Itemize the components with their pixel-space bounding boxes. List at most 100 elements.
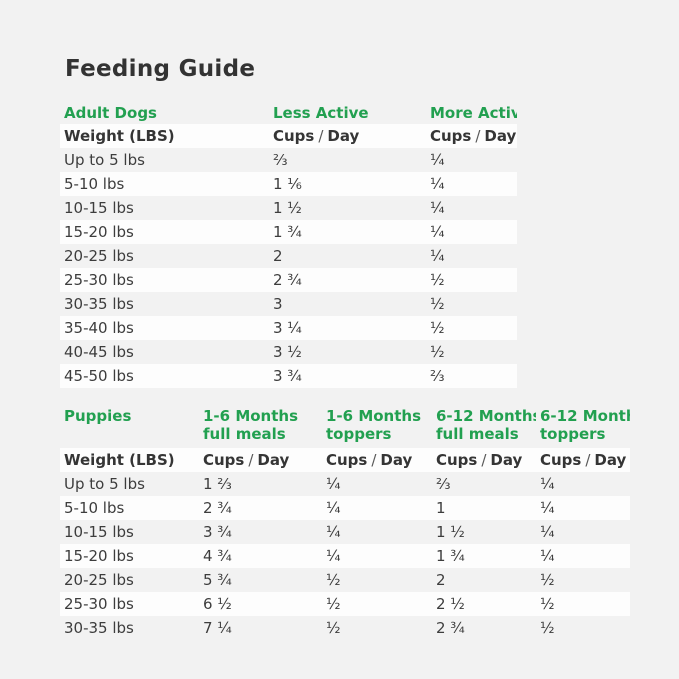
col-header-line1: 6-12 Months [540, 407, 630, 425]
weight-lbs-header: Weight (LBS) [64, 127, 175, 145]
cups-label: Cups [540, 451, 582, 469]
less-active-cell: 1 ¾ [273, 223, 302, 241]
table-row: 30-35 lbs 7 ¼ ½ 2 ¾ ½ [60, 616, 630, 640]
full-meals-1-6-cell: 7 ¼ [203, 619, 232, 637]
table-row: 10-15 lbs 1 ½ ¼ [60, 196, 517, 220]
full-meals-1-6-cell: 6 ½ [203, 595, 232, 613]
weight-cell: 30-35 lbs [64, 619, 134, 637]
more-active-cell: ¼ [430, 247, 445, 265]
col-header-line1: 1-6 Months [203, 407, 299, 425]
slash-separator: / [248, 451, 254, 469]
weight-cell: 5-10 lbs [64, 499, 125, 517]
weight-cell: Up to 5 lbs [64, 475, 145, 493]
day-label: Day [484, 127, 517, 145]
table-row: Up to 5 lbs ⅔ ¼ [60, 148, 517, 172]
full-meals-1-6-cell: 2 ¾ [203, 499, 232, 517]
cups-day-header: Cups / Day [199, 448, 322, 472]
slash-separator: / [318, 127, 324, 145]
less-active-cell: 2 ¾ [273, 271, 302, 289]
cups-label: Cups [273, 127, 315, 145]
col-header-1-6-months-toppers: 1-6 Months toppers [322, 407, 432, 443]
weight-cell: 20-25 lbs [64, 247, 134, 265]
day-label: Day [594, 451, 627, 469]
full-meals-6-12-cell: ⅔ [436, 475, 451, 493]
cups-day-header: Cups / Day [432, 448, 536, 472]
puppies-table: Puppies 1-6 Months full meals 1-6 Months… [60, 407, 679, 640]
table-row: 45-50 lbs 3 ¾ ⅔ [60, 364, 517, 388]
weight-cell: 15-20 lbs [64, 223, 134, 241]
table-row: Up to 5 lbs 1 ⅔ ¼ ⅔ ¼ [60, 472, 630, 496]
full-meals-1-6-cell: 4 ¾ [203, 547, 232, 565]
full-meals-6-12-cell: 2 ½ [436, 595, 465, 613]
full-meals-1-6-cell: 5 ¾ [203, 571, 232, 589]
less-active-cell: 1 ⅙ [273, 175, 302, 193]
full-meals-1-6-cell: 1 ⅔ [203, 475, 232, 493]
cups-day-header: Cups / Day [269, 124, 426, 148]
less-active-cell: 2 [273, 247, 283, 265]
weight-cell: Up to 5 lbs [64, 151, 145, 169]
toppers-6-12-cell: ¼ [540, 499, 555, 517]
puppy-subheader-row: Weight (LBS) Cups / Day Cups / Day Cups / Day … [60, 448, 630, 472]
section-title-puppies: Puppies [64, 407, 132, 425]
day-label: Day [257, 451, 290, 469]
more-active-cell: ¼ [430, 199, 445, 217]
cups-label: Cups [430, 127, 472, 145]
table-row: 40-45 lbs 3 ½ ½ [60, 340, 517, 364]
weight-cell: 25-30 lbs [64, 595, 134, 613]
more-active-cell: ¼ [430, 223, 445, 241]
col-header-line2: toppers [326, 425, 392, 443]
table-row: 5-10 lbs 1 ⅙ ¼ [60, 172, 517, 196]
adult-dogs-table: Adult Dogs Less Active More Active Weigh… [60, 102, 679, 388]
more-active-cell: ½ [430, 295, 445, 313]
toppers-6-12-cell: ¼ [540, 475, 555, 493]
toppers-6-12-cell: ½ [540, 619, 555, 637]
slash-separator: / [475, 127, 481, 145]
col-header-more-active: More Active [430, 104, 517, 122]
toppers-1-6-cell: ½ [326, 595, 341, 613]
col-header-line2: full meals [436, 425, 519, 443]
less-active-cell: 1 ½ [273, 199, 302, 217]
cups-label: Cups [436, 451, 478, 469]
full-meals-1-6-cell: 3 ¾ [203, 523, 232, 541]
table-row: 30-35 lbs 3 ½ [60, 292, 517, 316]
more-active-cell: ½ [430, 271, 445, 289]
adult-subheader-row: Weight (LBS) Cups / Day Cups / Day [60, 124, 517, 148]
table-row: 20-25 lbs 2 ¼ [60, 244, 517, 268]
table-row: 25-30 lbs 2 ¾ ½ [60, 268, 517, 292]
slash-separator: / [371, 451, 377, 469]
toppers-6-12-cell: ½ [540, 595, 555, 613]
day-label: Day [380, 451, 413, 469]
table-row: 25-30 lbs 6 ½ ½ 2 ½ ½ [60, 592, 630, 616]
slash-separator: / [481, 451, 487, 469]
weight-cell: 45-50 lbs [64, 367, 134, 385]
more-active-cell: ⅔ [430, 367, 445, 385]
full-meals-6-12-cell: 1 ¾ [436, 547, 465, 565]
less-active-cell: 3 [273, 295, 283, 313]
col-header-line1: 1-6 Months [326, 407, 422, 425]
full-meals-6-12-cell: 2 ¾ [436, 619, 465, 637]
less-active-cell: 3 ½ [273, 343, 302, 361]
col-header-less-active: Less Active [273, 104, 369, 122]
page-title: Feeding Guide [65, 56, 256, 82]
toppers-1-6-cell: ½ [326, 619, 341, 637]
weight-cell: 20-25 lbs [64, 571, 134, 589]
more-active-cell: ¼ [430, 175, 445, 193]
weight-cell: 35-40 lbs [64, 319, 134, 337]
cups-day-header: Cups / Day [536, 448, 630, 472]
cups-label: Cups [203, 451, 245, 469]
section-title-adult-dogs: Adult Dogs [64, 104, 157, 122]
table-row: 15-20 lbs 4 ¾ ¼ 1 ¾ ¼ [60, 544, 630, 568]
weight-cell: 25-30 lbs [64, 271, 134, 289]
less-active-cell: 3 ¼ [273, 319, 302, 337]
table-row: 15-20 lbs 1 ¾ ¼ [60, 220, 517, 244]
weight-cell: 10-15 lbs [64, 199, 134, 217]
toppers-1-6-cell: ¼ [326, 523, 341, 541]
weight-cell: 30-35 lbs [64, 295, 134, 313]
toppers-1-6-cell: ¼ [326, 499, 341, 517]
weight-cell: 40-45 lbs [64, 343, 134, 361]
slash-separator: / [585, 451, 591, 469]
cups-label: Cups [326, 451, 368, 469]
full-meals-6-12-cell: 1 [436, 499, 446, 517]
full-meals-6-12-cell: 1 ½ [436, 523, 465, 541]
